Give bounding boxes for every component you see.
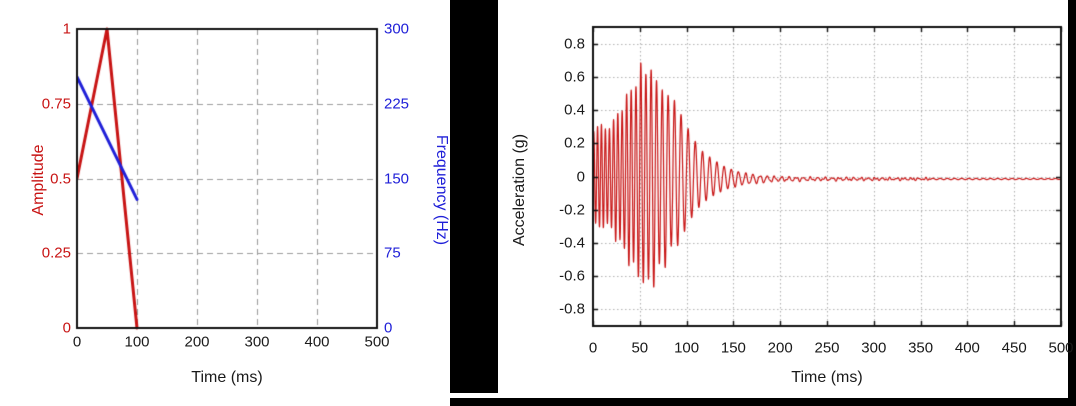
left-chart-freq-tick-label: 150 xyxy=(384,170,410,187)
left-chart-right-yaxis-title: Frequency (Hz) xyxy=(433,134,450,246)
right-chart-x-tick-label: 400 xyxy=(954,339,980,357)
right-chart-y-tick-label: 0.6 xyxy=(564,68,585,86)
left-chart-y-tick-label: 0 xyxy=(62,319,71,337)
right-chart-x-tick-label: 0 xyxy=(588,339,598,357)
right-chart-y-tick-label: 0.4 xyxy=(564,101,585,119)
left-chart-yaxis-title: Amplitude xyxy=(30,144,47,216)
right-chart-x-tick-label: 300 xyxy=(861,339,887,357)
center-divider-bar xyxy=(450,0,498,393)
right-chart-x-tick-label: 50 xyxy=(631,339,649,357)
left-chart-freq-tick-label: 75 xyxy=(384,244,401,262)
left-chart-x-tick-label: 500 xyxy=(364,333,390,351)
right-chart-y-tick-label: 0 xyxy=(576,168,585,185)
right-chart-x-tick-label: 200 xyxy=(767,339,793,357)
right-chart-x-tick-label: 350 xyxy=(908,339,934,357)
right-border-bar xyxy=(1068,0,1076,406)
right-chart-x-tick-label: 500 xyxy=(1048,339,1074,357)
left-chart-x-tick-label: 200 xyxy=(184,333,210,351)
left-chart-y-tick-label: 1 xyxy=(62,20,71,38)
left-chart-x-tick-label: 100 xyxy=(124,333,150,351)
left-chart-x-tick-label: 0 xyxy=(72,333,82,351)
right-chart-y-tick-label: -0.2 xyxy=(559,201,585,219)
bottom-border-bar xyxy=(450,398,1076,406)
right-chart-x-tick-label: 100 xyxy=(674,339,700,357)
right-chart-y-tick-label: 0.8 xyxy=(564,35,585,53)
right-chart-y-tick-label: -0.6 xyxy=(559,267,585,285)
left-chart-x-tick-label: 300 xyxy=(244,333,270,351)
right-chart-x-tick-label: 450 xyxy=(1001,339,1027,357)
right-chart-yaxis-title: Acceleration (g) xyxy=(511,133,528,247)
left-chart-y-tick-label: 0.5 xyxy=(50,170,71,187)
left-chart-y-tick-label: 0.25 xyxy=(41,244,71,262)
right-chart-x-tick-label: 150 xyxy=(720,339,746,357)
right-chart-x-tick-label: 250 xyxy=(814,339,840,357)
right-chart-y-tick-label: -0.8 xyxy=(559,300,585,318)
left-chart-x-tick-label: 400 xyxy=(304,333,330,351)
left-chart-xaxis-title: Time (ms) xyxy=(191,369,263,386)
left-chart-freq-tick-label: 225 xyxy=(384,95,410,113)
right-chart-y-tick-label: -0.4 xyxy=(559,234,585,252)
left-chart-y-tick-label: 0.75 xyxy=(41,95,71,113)
left-chart-freq-tick-label: 0 xyxy=(384,319,393,337)
left-chart-freq-tick-label: 300 xyxy=(384,20,410,38)
right-chart-y-tick-label: 0.2 xyxy=(564,134,585,152)
right-chart-xaxis-title: Time (ms) xyxy=(791,369,863,386)
